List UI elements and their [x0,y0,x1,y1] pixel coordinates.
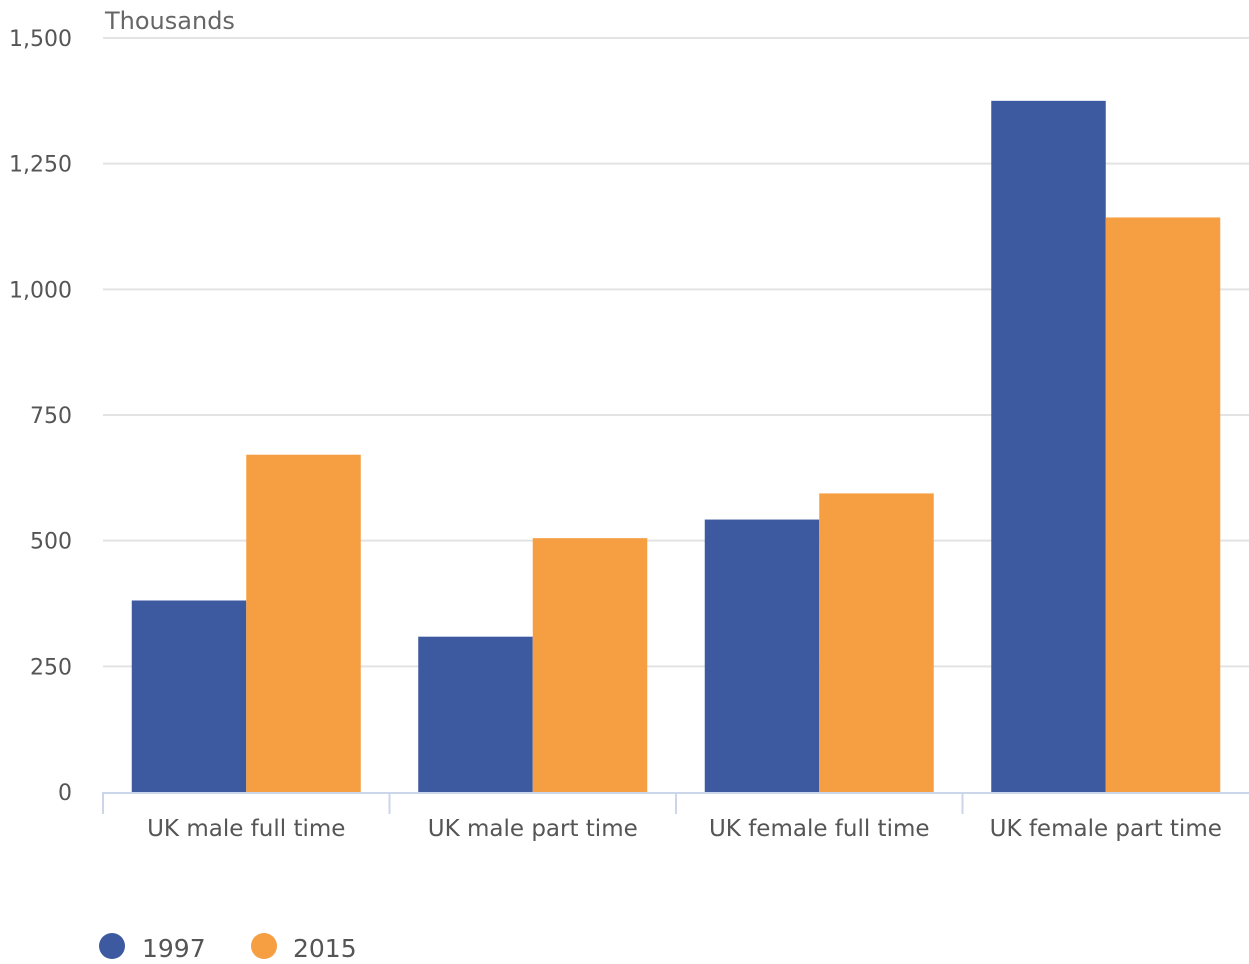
bar-1997 [418,636,533,792]
y-tick-label: 1,250 [9,153,72,178]
bar-2015 [246,454,361,792]
y-tick-label: 1,000 [9,278,72,303]
x-tick-label: UK female full time [709,816,930,842]
y-tick-label: 1,500 [9,27,72,52]
bar-1997 [131,600,247,792]
x-axis: UK male full time UK male part time UK fem… [102,792,1249,842]
bar-1997 [991,100,1106,793]
y-tick-label: 500 [30,530,72,555]
y-axis-tick-labels: 0 250 500 750 1,000 1,250 1,500 [9,27,72,806]
x-tick-label: UK female part time [990,816,1222,842]
y-tick-label: 750 [30,404,72,429]
y-unit-label: Thousands [104,7,235,35]
x-tick-label: UK male part time [428,816,638,842]
legend-label-2015: 2015 [293,934,357,963]
legend-marker-1997 [99,933,125,959]
y-tick-label: 250 [30,655,72,680]
bar-1997 [704,519,820,792]
y-tick-label: 0 [58,781,72,806]
bars [131,100,1221,793]
legend-label-1997: 1997 [142,934,206,963]
bar-2015 [819,493,934,792]
legend-marker-2015 [251,933,277,959]
x-tick-label: UK male full time [147,816,345,842]
bar-2015 [1105,217,1221,792]
bar-2015 [532,538,648,792]
legend: 1997 2015 [99,933,357,963]
